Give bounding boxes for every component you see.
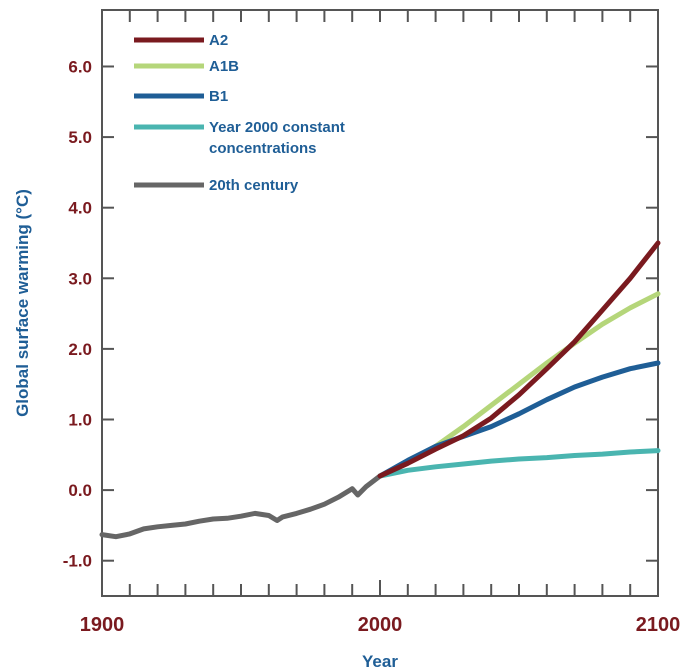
y-tick-label: 2.0 bbox=[68, 340, 92, 359]
legend-label: B1 bbox=[209, 88, 228, 105]
y-tick-label: 0.0 bbox=[68, 481, 92, 500]
y-tick-label: 3.0 bbox=[68, 269, 92, 288]
series-line-2 bbox=[377, 291, 661, 479]
series-line-1 bbox=[377, 240, 661, 479]
series-layer bbox=[99, 240, 661, 540]
axis-ticks: 6.0 5.0 4.0 3.0 2.0 1.0 0.0 -1.0 1900 2000 2100 bbox=[63, 10, 681, 636]
x-tick-label: 1900 bbox=[80, 614, 125, 636]
y-tick-label: 1.0 bbox=[68, 410, 92, 429]
x-tick-label: 2100 bbox=[636, 614, 681, 636]
legend-label: A1B bbox=[209, 58, 239, 75]
y-tick-label: 4.0 bbox=[68, 199, 92, 218]
legend: A2 A1B B1 Year 2000 constant concentrations 2… bbox=[134, 32, 345, 194]
legend-label: A2 bbox=[209, 32, 228, 49]
y-tick-label: 6.0 bbox=[68, 57, 92, 76]
x-axis-title: Year bbox=[362, 652, 398, 671]
series-line-3 bbox=[377, 360, 661, 479]
series-line-4 bbox=[377, 448, 661, 479]
y-tick-label: -1.0 bbox=[63, 552, 92, 571]
series-line-5 bbox=[99, 473, 383, 540]
legend-label: 20th century bbox=[209, 177, 299, 194]
legend-label: Year 2000 constant concentrations bbox=[209, 119, 345, 157]
y-tick-label: 5.0 bbox=[68, 128, 92, 147]
x-tick-label: 2000 bbox=[358, 614, 403, 636]
y-axis-title: Global surface warming (°C) bbox=[13, 189, 32, 417]
